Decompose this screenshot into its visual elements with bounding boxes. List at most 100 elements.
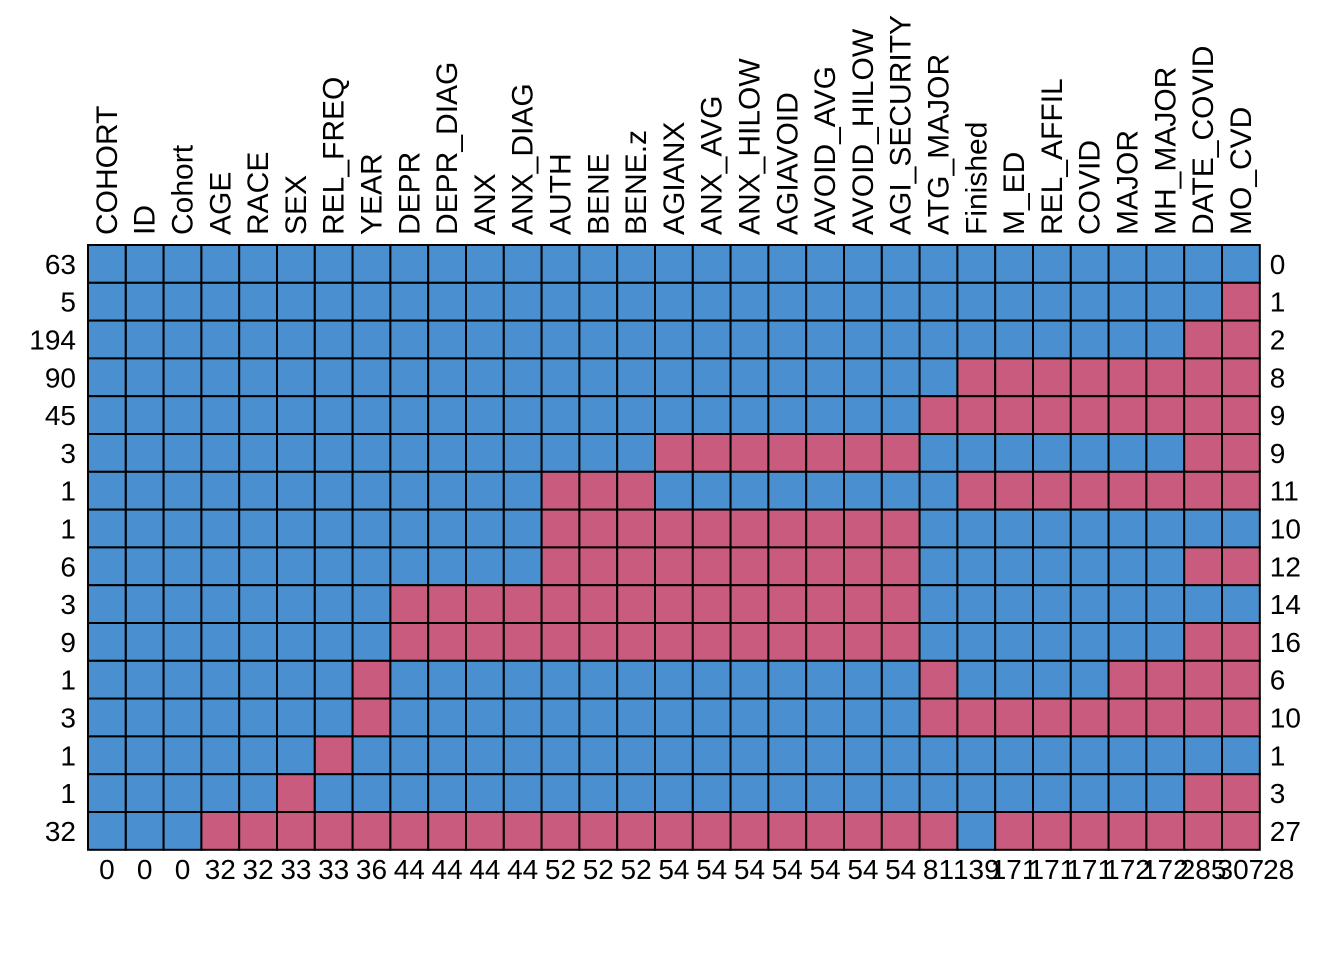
pattern-cell — [1032, 508, 1072, 549]
pattern-cell — [843, 357, 883, 398]
pattern-cell — [502, 508, 543, 549]
pattern-cell — [843, 697, 883, 738]
pattern-cell — [956, 357, 997, 398]
pattern-cell — [994, 546, 1035, 587]
pattern-cell — [1183, 811, 1223, 851]
pattern-cell — [918, 811, 959, 851]
pattern-cell — [1221, 357, 1261, 398]
pattern-cell — [918, 244, 959, 284]
pattern-cell — [918, 508, 959, 549]
pattern-cell — [1221, 773, 1261, 814]
pattern-cell — [162, 773, 203, 814]
pattern-cell — [162, 546, 203, 587]
pattern-cell — [994, 622, 1035, 662]
pattern-cell — [843, 395, 883, 436]
pattern-cell — [956, 508, 997, 549]
pattern-cell — [729, 546, 770, 587]
pattern-cell — [616, 811, 657, 851]
pattern-cell — [1183, 470, 1223, 511]
pattern-cell — [1221, 395, 1261, 436]
pattern-cell — [616, 244, 657, 284]
pattern-cell — [843, 433, 883, 473]
pattern-cell — [691, 811, 732, 851]
row-count-label: 3 — [60, 589, 76, 620]
pattern-cell — [1145, 244, 1186, 284]
pattern-cell — [578, 622, 619, 662]
pattern-cell — [124, 622, 165, 662]
pattern-cell — [767, 433, 808, 473]
pattern-cell — [805, 433, 846, 473]
pattern-cell — [956, 811, 997, 851]
pattern-cell — [767, 584, 808, 625]
column-missing-count-label: 44 — [394, 854, 425, 885]
pattern-cell — [956, 584, 997, 625]
pattern-cell — [124, 735, 165, 776]
pattern-cell — [1032, 433, 1072, 473]
pattern-cell — [200, 357, 241, 398]
pattern-cell — [465, 357, 505, 398]
pattern-cell — [880, 622, 921, 662]
pattern-cell — [465, 281, 505, 322]
pattern-cell — [1145, 811, 1186, 851]
pattern-cell — [162, 357, 203, 398]
pattern-cell — [502, 811, 543, 851]
column-missing-count-label: 171 — [1029, 854, 1076, 885]
pattern-cell — [540, 470, 581, 511]
pattern-cell — [1032, 659, 1072, 700]
column-label: MH_MAJOR — [1149, 67, 1182, 235]
column-missing-count-label: 0 — [175, 854, 191, 885]
pattern-cell — [616, 395, 657, 436]
pattern-cell — [465, 773, 505, 814]
row-missing-label: 8 — [1270, 362, 1286, 393]
pattern-cell — [389, 773, 430, 814]
pattern-cell — [502, 622, 543, 662]
pattern-cell — [691, 244, 732, 284]
row-missing-label: 9 — [1270, 438, 1286, 469]
pattern-cell — [956, 697, 997, 738]
row-missing-label: 10 — [1270, 514, 1301, 545]
pattern-cell — [389, 811, 430, 851]
pattern-cell — [238, 584, 278, 625]
pattern-cell — [843, 584, 883, 625]
pattern-cell — [994, 319, 1035, 360]
pattern-cell — [238, 281, 278, 322]
pattern-cell — [313, 281, 354, 322]
pattern-cell — [276, 735, 316, 776]
pattern-cell — [238, 735, 278, 776]
pattern-cell — [1145, 622, 1186, 662]
pattern-cell — [805, 584, 846, 625]
column-missing-count-label: 44 — [432, 854, 463, 885]
pattern-cell — [389, 281, 430, 322]
pattern-cell — [1032, 735, 1072, 776]
row-missing-label: 3 — [1270, 778, 1286, 809]
pattern-cell — [351, 508, 392, 549]
pattern-cell — [880, 281, 921, 322]
pattern-cell — [427, 508, 468, 549]
pattern-cell — [1145, 735, 1186, 776]
pattern-cell — [124, 508, 165, 549]
pattern-cell — [843, 546, 883, 587]
column-label: REL_FREQ — [318, 77, 351, 235]
pattern-cell — [1032, 584, 1072, 625]
column-label: BENE — [582, 153, 615, 235]
pattern-cell — [767, 546, 808, 587]
pattern-cell — [918, 433, 959, 473]
pattern-cell — [994, 735, 1035, 776]
pattern-cell — [1032, 319, 1072, 360]
pattern-cell — [805, 659, 846, 700]
pattern-cell — [956, 395, 997, 436]
column-label: ID — [129, 205, 162, 235]
pattern-cell — [1032, 244, 1072, 284]
pattern-cell — [427, 697, 468, 738]
pattern-cell — [880, 811, 921, 851]
pattern-cell — [616, 281, 657, 322]
pattern-cell — [540, 659, 581, 700]
pattern-cell — [805, 395, 846, 436]
column-missing-count-label: 52 — [583, 854, 614, 885]
pattern-cell — [502, 281, 543, 322]
column-missing-count-label: 307 — [1218, 854, 1265, 885]
pattern-cell — [805, 281, 846, 322]
pattern-cell — [616, 357, 657, 398]
pattern-cell — [87, 622, 127, 662]
pattern-cell — [1183, 395, 1223, 436]
